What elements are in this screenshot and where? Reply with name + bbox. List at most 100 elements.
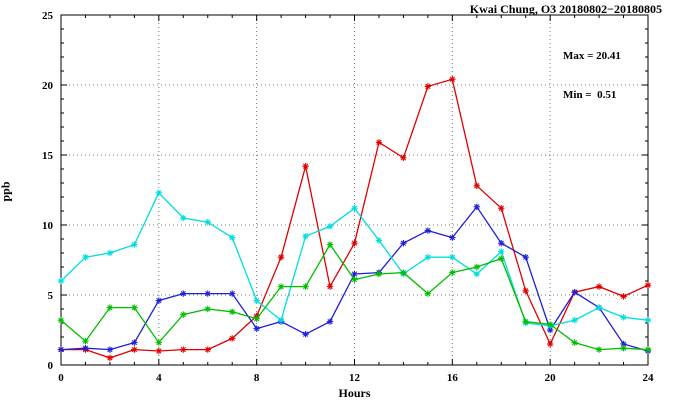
point-marker [498,255,504,262]
x-tick-label: 24 [643,372,655,384]
point-marker [107,250,113,256]
point-marker [205,306,211,312]
point-marker [400,269,407,276]
y-tick-label: 25 [42,10,54,22]
point-marker [302,331,309,337]
point-marker [156,190,162,196]
x-tick-label: 20 [545,372,557,384]
point-marker [351,276,358,283]
series-red [57,76,652,362]
point-marker [425,290,431,297]
point-marker [523,318,529,325]
point-marker [82,345,89,351]
max-value-label: Max = 20.41 [563,50,621,62]
point-marker [449,254,455,260]
point-marker [474,204,480,210]
point-marker [180,346,186,353]
point-marker [376,139,382,146]
point-marker [180,290,186,297]
point-marker [547,341,553,347]
point-marker [302,233,309,239]
x-tick-label: 12 [349,372,361,384]
point-marker [474,264,480,270]
point-marker [547,321,553,328]
y-tick-label: 0 [48,360,54,372]
point-marker [400,155,407,161]
point-marker [645,346,651,353]
point-marker [254,316,260,322]
point-marker [254,325,260,332]
point-marker [58,346,64,353]
point-marker [523,254,529,260]
point-marker [180,215,186,221]
point-marker [645,282,651,288]
point-marker [449,269,455,276]
point-marker [327,283,333,290]
point-marker [351,240,358,246]
point-marker [205,346,211,353]
point-marker [107,346,113,353]
series-green [57,241,652,353]
series-line-green [60,243,649,351]
point-marker [498,248,504,255]
min-value-label: Min = 0.51 [563,89,617,101]
point-marker [547,327,553,333]
point-marker [131,346,138,353]
point-marker [571,289,578,295]
point-marker [82,338,89,344]
point-marker [425,83,431,90]
point-marker [351,205,358,211]
point-marker [596,283,602,290]
y-tick-label: 15 [42,150,54,162]
point-marker [131,241,138,248]
x-tick-label: 0 [58,372,64,384]
point-marker [278,254,284,260]
point-marker [425,254,431,260]
max-min-annotation: Max = 20.41 Min = 0.51 [563,24,621,128]
chart-title: Kwai Chung, O3 20180802−20180805 [469,2,662,16]
point-marker [596,346,602,353]
point-marker [449,76,455,82]
point-marker [474,271,480,277]
point-marker [180,311,186,318]
point-marker [498,240,504,246]
point-marker [645,317,651,323]
point-marker [571,339,578,346]
point-marker [156,348,162,354]
point-marker [571,317,578,323]
point-marker [596,304,602,311]
point-marker [205,290,211,297]
point-marker [620,345,627,351]
point-marker [107,304,113,311]
point-marker [278,317,284,323]
point-marker [620,341,627,347]
x-tick-label: 8 [254,372,260,384]
point-marker [351,271,358,277]
point-marker [302,163,309,169]
point-marker [620,293,627,300]
y-axis-label: ppb [0,181,13,202]
point-marker [156,339,162,346]
point-marker [131,339,138,346]
point-marker [474,183,480,189]
point-marker [376,271,382,277]
point-marker [156,297,162,304]
point-marker [229,335,235,342]
point-marker [131,304,138,311]
y-tick-label: 10 [42,220,54,232]
point-marker [620,314,627,321]
x-tick-label: 16 [447,372,459,384]
point-marker [229,309,235,315]
point-marker [449,234,455,241]
point-marker [107,355,113,361]
point-marker [302,283,309,290]
point-marker [58,317,64,323]
x-tick-label: 4 [156,372,162,384]
y-tick-label: 5 [48,290,54,302]
point-marker [254,297,260,304]
point-marker [498,205,504,211]
point-marker [278,283,284,290]
x-axis-label: Hours [338,386,371,400]
